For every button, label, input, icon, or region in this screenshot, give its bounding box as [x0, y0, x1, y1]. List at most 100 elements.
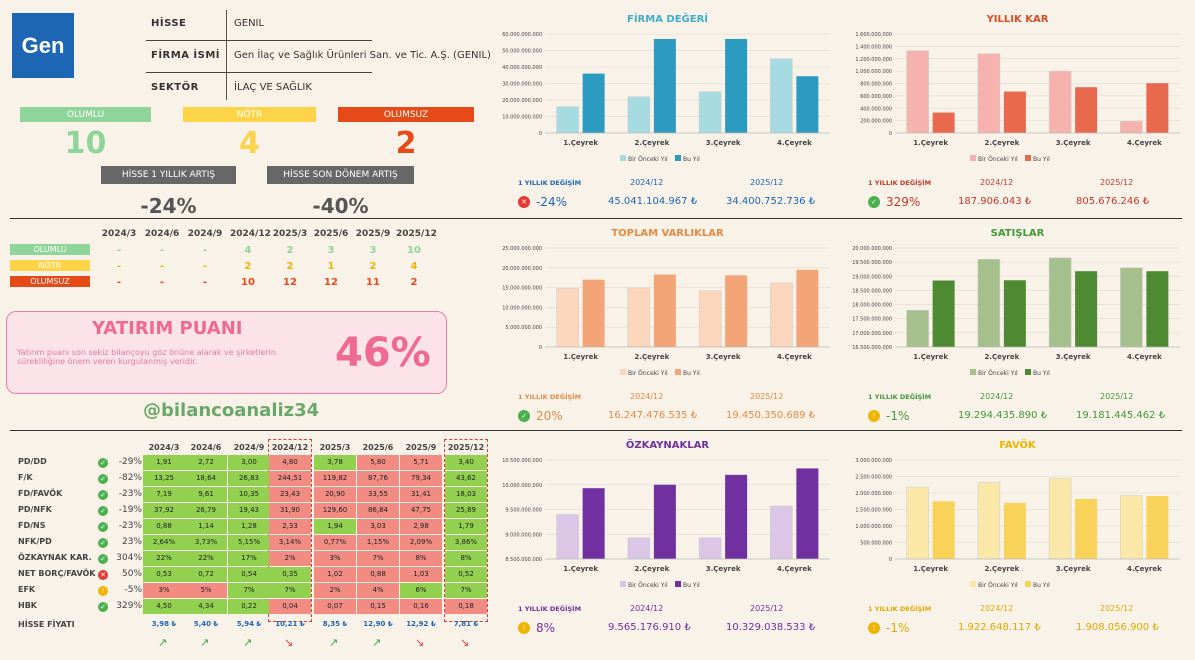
ratio-cell: 18,03: [445, 487, 487, 502]
bar: [770, 58, 793, 134]
ratio-cell: 1,91: [143, 455, 185, 470]
ratio-cell: 1,94: [314, 519, 356, 534]
count-label-olumlu: OLUMLU: [10, 244, 90, 255]
y-tick-label: 1.500.000.000: [855, 508, 892, 514]
ratio-cell: 5,15%: [228, 535, 270, 550]
y-tick-label: 1.400.000.000: [855, 44, 892, 50]
bar: [906, 50, 929, 134]
bar: [1048, 477, 1072, 560]
change-value: -1%: [886, 621, 910, 635]
ratio-cell: 2%: [314, 583, 356, 598]
chart-card: FİRMA DEĞERİ 0 10.000.000.000 20.000.000.00…: [500, 8, 835, 213]
period-2: 2025/12: [1100, 178, 1134, 187]
olumsuz-box: OLUMSUZ: [338, 107, 474, 122]
chart-title: YILLIK KAR: [986, 14, 1049, 25]
ratio-change: -5%: [124, 585, 142, 595]
ratio-cell: 5,71: [400, 455, 442, 470]
change-value: 8%: [536, 621, 556, 635]
chart-title: ÖZKAYNAKLAR: [625, 440, 710, 451]
period-1: 2024/12: [630, 392, 664, 401]
bar: [627, 96, 651, 134]
value-2: 19.181.445.462 ₺: [1076, 410, 1166, 421]
change-label: 1 YILLIK DEĞİŞİM: [518, 393, 582, 401]
trend-down-icon: ↘: [415, 636, 425, 649]
period-2: 2025/12: [1100, 392, 1134, 401]
bar: [582, 279, 605, 347]
ratio-change: 23%: [121, 537, 142, 547]
ratio-cell: 22%: [143, 551, 185, 566]
change-label: 1 YILLIK DEĞİŞİM: [868, 393, 932, 401]
count-cell: 12: [324, 277, 338, 288]
ratio-cell: 3,40: [445, 455, 487, 470]
section-divider: [10, 430, 1182, 431]
check-icon: ✓: [868, 196, 880, 208]
chart-card: TOPLAM VARLIKLAR 0 5.000.000.000 10.000.000…: [500, 222, 835, 427]
period-header: 2024/3: [101, 229, 137, 239]
bar: [556, 106, 579, 134]
bar: [1120, 120, 1143, 134]
legend-label: Bir Önceki Yıl: [978, 370, 1018, 377]
ratio-cell: 244,51: [269, 471, 311, 486]
ratio-period-header: 2025/6: [362, 443, 394, 452]
legend-swatch: [1025, 155, 1031, 161]
ratio-cell: 1,14: [185, 519, 227, 534]
period-1: 2024/12: [630, 178, 664, 187]
logo-text: Gen: [21, 32, 65, 58]
chart-svg: 8.500.000.000 9.000.000.000 9.500.000.000 1…: [502, 458, 830, 589]
legend-swatch: [970, 581, 976, 587]
y-tick-label: 16.500.000.000: [852, 345, 892, 351]
count-cell: 3: [327, 245, 335, 256]
bar: [770, 282, 793, 348]
y-tick-label: 1.000.000.000: [855, 69, 892, 75]
ratio-cell: 6%: [400, 583, 442, 598]
ratio-period-header: 2024/6: [190, 443, 222, 452]
cross-icon: ✕: [518, 196, 530, 208]
ratio-cell: 2,64%: [143, 535, 185, 550]
ratio-cell: 7,19: [143, 487, 185, 502]
change-label: 1 YILLIK DEĞİŞİM: [518, 605, 582, 613]
ratio-cell: 4,80: [269, 455, 311, 470]
y-tick-label: 10.500.000.000: [502, 458, 542, 464]
chart-title: TOPLAM VARLIKLAR: [611, 228, 724, 239]
info-divider: [226, 10, 227, 100]
ratio-cell: 0,16: [400, 599, 442, 614]
ratio-cell: 0,77%: [314, 535, 356, 550]
period-1: 2024/12: [980, 392, 1014, 401]
chart-card: SATIŞLAR 16.500.000.000 17.000.000.000 17.5…: [850, 222, 1185, 427]
ratio-cell: 1,28: [228, 519, 270, 534]
price-cell: 8,35 ₺: [322, 620, 348, 628]
chart-title: FAVÖK: [999, 440, 1036, 451]
ratio-name: NFK/PD: [18, 537, 52, 546]
ratio-cell: 0,35: [269, 567, 311, 582]
bar: [977, 482, 1001, 560]
bar: [698, 290, 722, 348]
y-tick-label: 40.000.000.000: [502, 65, 542, 71]
x-tick-label: 4.Çeyrek: [777, 139, 812, 147]
bar: [977, 259, 1001, 348]
legend-label: Bu Yıl: [683, 582, 700, 589]
ratio-cell: 7%: [357, 551, 399, 566]
bar: [1120, 267, 1143, 348]
ratio-cell: 2,09%: [400, 535, 442, 550]
bar: [1146, 83, 1169, 133]
y-tick-label: 25.000.000.000: [502, 246, 542, 252]
period-header: 2025/9: [355, 229, 391, 239]
bar: [906, 309, 929, 348]
ratio-change: -82%: [118, 473, 142, 483]
change-label: 1 YILLIK DEĞİŞİM: [868, 179, 932, 187]
ratio-change: -23%: [118, 521, 142, 531]
ratio-name: ÖZKAYNAK KAR.: [18, 553, 92, 562]
ratio-cell: 43,62: [445, 471, 487, 486]
info-line: [146, 72, 372, 73]
value-1: 1.922.648.117 ₺: [958, 622, 1041, 633]
legend-swatch: [620, 155, 626, 161]
ratio-cell: 33,55: [357, 487, 399, 502]
period-header: 2025/6: [313, 229, 349, 239]
period-1: 2024/12: [630, 604, 664, 613]
count-cell: -: [116, 245, 122, 256]
ratio-cell: 87,76: [357, 471, 399, 486]
ratio-cell: 0,88: [357, 567, 399, 582]
check-icon: ✓: [98, 554, 108, 564]
y-tick-label: 1.200.000.000: [855, 57, 892, 63]
y-tick-label: 17.500.000.000: [852, 317, 892, 323]
